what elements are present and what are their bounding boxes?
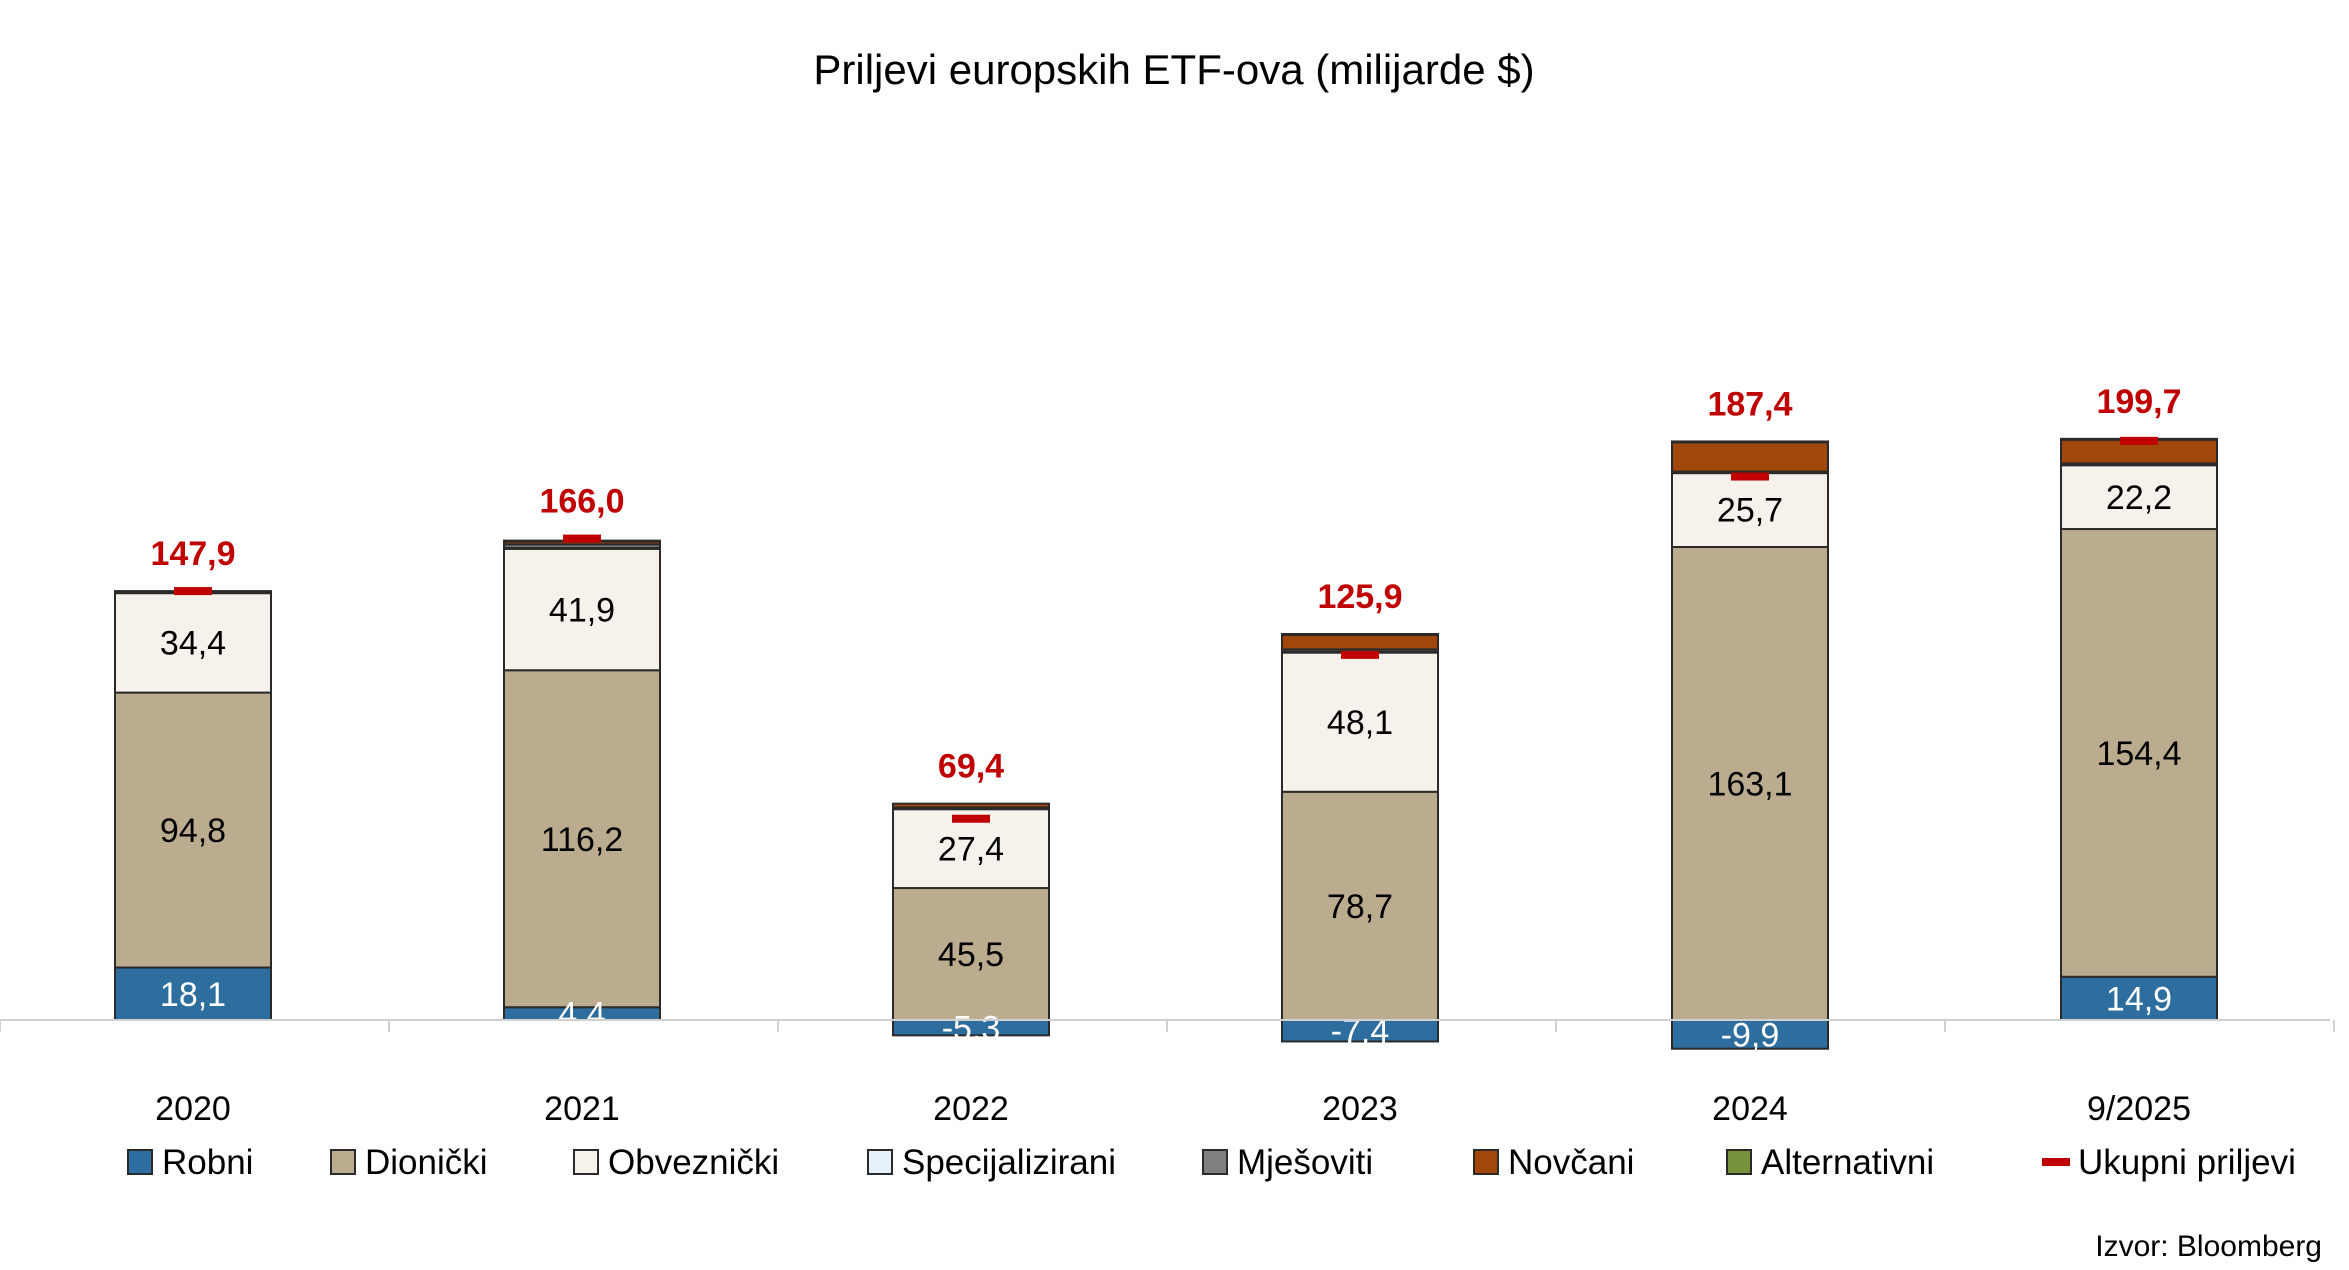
- segment-labels-group: 18,1 94,8 34,4 4,4 116,2 41,9 -5,3 45,5 27,4 -7,4…: [160, 479, 2182, 1055]
- total-label-2021: 166,0: [539, 483, 624, 521]
- bar-alternativni-2023: [1281, 633, 1439, 637]
- bar-dionicki-2024: [1671, 546, 1829, 1021]
- legend-swatch-alternativni: [1726, 1149, 1752, 1175]
- legend: Robni Dionički Obveznički Specijalizirani Mj…: [127, 1143, 2296, 1182]
- total-label-2020: 147,9: [150, 535, 235, 573]
- legend-label-obveznicki: Obveznički: [608, 1143, 779, 1182]
- label-obveznicki-2023: 48,1: [1327, 704, 1393, 742]
- label-obveznicki-9-2025: 22,2: [2106, 479, 2172, 517]
- bar-obveznicki-2024: [1671, 471, 1829, 549]
- totals-group: 147,9 166,0 69,4 125,9 187,4 199,7: [150, 383, 2182, 823]
- label-obveznicki-2020: 34,4: [160, 625, 226, 663]
- total-marker-9-2025: [2120, 436, 2158, 445]
- legend-label-novcani: Novčani: [1508, 1143, 1634, 1182]
- legend-swatch-obveznicki: [573, 1149, 599, 1175]
- bar-novcani-2022: [892, 802, 1050, 809]
- label-robni-9-2025: 14,9: [2106, 980, 2172, 1018]
- bar-obveznicki-2021: [503, 547, 661, 672]
- x-tick-label-2024: 2024: [1712, 1090, 1788, 1128]
- bar-obveznicki-2023: [1281, 651, 1439, 793]
- bar-robni-9-2025: [2060, 975, 2218, 1021]
- total-marker-2023: [1341, 650, 1379, 659]
- legend-swatch-specijalizirani: [867, 1149, 893, 1175]
- legend-label-specijalizirani: Specijalizirani: [902, 1143, 1116, 1182]
- label-obveznicki-2024: 25,7: [1717, 492, 1783, 530]
- bar-novcani-2024: [1671, 440, 1829, 473]
- label-obveznicki-2021: 41,9: [549, 592, 615, 630]
- bar-dionicki-2023: [1281, 790, 1439, 1022]
- label-robni-2023: -7,4: [1331, 1013, 1390, 1051]
- source-note: Izvor: Bloomberg: [2095, 1230, 2322, 1263]
- total-marker-2024: [1731, 472, 1769, 481]
- chart-title: Priljevi europskih ETF-ova (milijarde $): [813, 46, 1534, 93]
- label-dionicki-2023: 78,7: [1327, 888, 1393, 926]
- legend-swatch-novcani: [1473, 1149, 1499, 1175]
- total-label-2023: 125,9: [1317, 578, 1402, 616]
- bar-dionicki-9-2025: [2060, 528, 2218, 978]
- x-axis: 2020 2021 2022 2023 2024 9/2025: [0, 1019, 2335, 1128]
- total-marker-2020: [174, 587, 212, 596]
- bars-group: [114, 437, 2218, 1050]
- total-marker-2022: [952, 814, 990, 823]
- label-robni-2020: 18,1: [160, 976, 226, 1014]
- label-robni-2022: -5,3: [942, 1010, 1001, 1048]
- x-tick-label-2023: 2023: [1322, 1090, 1398, 1128]
- bar-dionicki-2020: [114, 691, 272, 969]
- legend-swatch-dionicki: [330, 1149, 356, 1175]
- bar-novcani-2023: [1281, 633, 1439, 651]
- x-tick-label-9-2025: 9/2025: [2087, 1090, 2191, 1128]
- legend-label-dionicki: Dionički: [365, 1143, 488, 1182]
- total-marker-2021: [563, 534, 601, 543]
- legend-label-robni: Robni: [162, 1143, 253, 1182]
- legend-label-ukupni-priljevi: Ukupni priljevi: [2078, 1143, 2296, 1182]
- bar-alternativni-2024: [1671, 440, 1829, 444]
- legend-swatch-mjesoviti: [1202, 1149, 1228, 1175]
- x-tick-label-2022: 2022: [933, 1090, 1009, 1128]
- label-dionicki-9-2025: 154,4: [2096, 735, 2181, 773]
- label-obveznicki-2022: 27,4: [938, 830, 1004, 868]
- total-label-2024: 187,4: [1707, 385, 1792, 423]
- label-robni-2021: 4,4: [558, 996, 605, 1034]
- bar-robni-2024: [1671, 1019, 1829, 1050]
- x-tick-label-2021: 2021: [544, 1090, 620, 1128]
- legend-label-mjesoviti: Mješoviti: [1237, 1143, 1373, 1182]
- total-label-2022: 69,4: [938, 748, 1004, 786]
- bar-dionicki-2022: [892, 887, 1050, 1021]
- legend-swatch-robni: [127, 1149, 153, 1175]
- label-dionicki-2021: 116,2: [541, 821, 624, 859]
- label-dionicki-2022: 45,5: [938, 936, 1004, 974]
- total-label-9-2025: 199,7: [2096, 383, 2181, 421]
- legend-swatch-ukupni-priljevi: [2042, 1158, 2070, 1166]
- legend-label-alternativni: Alternativni: [1761, 1143, 1934, 1182]
- x-tick-label-2020: 2020: [155, 1090, 231, 1128]
- bar-dionicki-2021: [503, 669, 661, 1009]
- label-robni-2024: -9,9: [1721, 1016, 1780, 1054]
- label-dionicki-2024: 163,1: [1707, 766, 1792, 804]
- label-dionicki-2020: 94,8: [160, 812, 226, 850]
- bar-robni-2020: [114, 966, 272, 1022]
